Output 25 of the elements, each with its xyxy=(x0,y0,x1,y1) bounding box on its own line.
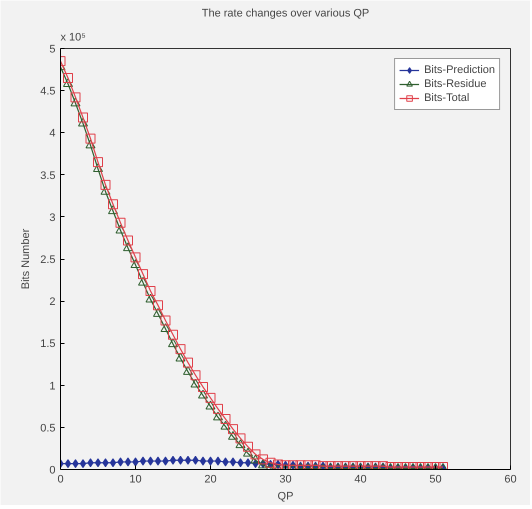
x-tick-label: 0 xyxy=(57,474,64,486)
x-tick-label: 20 xyxy=(204,474,217,486)
x-tick-label: 50 xyxy=(429,474,442,486)
x-tick-label: 40 xyxy=(354,474,367,486)
y-tick-label: 4.5 xyxy=(40,86,56,98)
y-tick-label: 4 xyxy=(49,128,56,140)
y-tick-label: 0.5 xyxy=(40,422,56,434)
legend-label: Bits-Residue xyxy=(424,77,486,91)
legend-label: Bits-Total xyxy=(424,91,470,105)
y-tick-label: 5 xyxy=(49,44,56,56)
legend-label: Bits-Prediction xyxy=(424,63,495,77)
x-tick-label: 10 xyxy=(129,474,142,486)
x-axis-title: QP xyxy=(278,490,294,502)
chart-title: The rate changes over various QP xyxy=(202,8,370,20)
y-tick-label: 2 xyxy=(49,296,56,308)
y-tick-label: 2.5 xyxy=(40,254,56,266)
y-tick-label: 0 xyxy=(49,464,56,476)
y-tick-label: 1.5 xyxy=(40,338,56,350)
y-axis-title: Bits Number xyxy=(20,228,32,290)
y-tick-label: 3 xyxy=(49,212,56,224)
x-tick-label: 30 xyxy=(279,474,292,486)
y-tick-label: 3.5 xyxy=(40,170,56,182)
text: x 10⁵ xyxy=(60,32,86,44)
y-tick-label: 1 xyxy=(49,380,56,392)
x-tick-label: 60 xyxy=(504,474,517,486)
